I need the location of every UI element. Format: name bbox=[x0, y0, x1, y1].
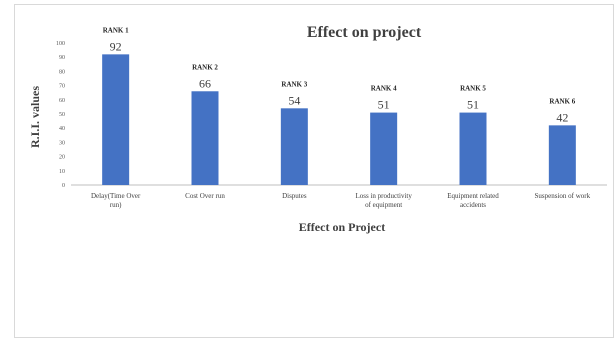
bar bbox=[280, 108, 308, 185]
rank-label: RANK 1 bbox=[103, 26, 129, 34]
rank-label: RANK 3 bbox=[281, 80, 307, 88]
bar-chart: Effect on project R.I.I. values Effect o… bbox=[28, 24, 607, 234]
y-tick-label: 100 bbox=[56, 41, 65, 47]
value-label: 42 bbox=[556, 110, 568, 124]
y-tick-label: 60 bbox=[59, 98, 65, 104]
y-tick-label: 40 bbox=[59, 126, 65, 132]
x-tick-labels: Delay(Time Over run) Cost Over run Disputes… bbox=[91, 192, 591, 209]
bar bbox=[459, 112, 487, 185]
x-axis-title: Effect on Project bbox=[299, 220, 385, 234]
y-tick-label: 70 bbox=[59, 84, 65, 90]
bar bbox=[548, 125, 576, 185]
y-tick-label: 10 bbox=[59, 169, 65, 175]
y-tick-label: 50 bbox=[59, 112, 65, 118]
y-tick-label: 30 bbox=[59, 140, 65, 146]
value-label: 92 bbox=[110, 39, 122, 53]
value-labels: 92 66 54 51 51 42 bbox=[110, 39, 569, 124]
x-tick-label: Suspension of work bbox=[535, 192, 591, 200]
x-tick-label: Disputes bbox=[282, 192, 307, 200]
chart-title: Effect on project bbox=[307, 24, 422, 41]
bar bbox=[370, 112, 398, 185]
rank-label: RANK 2 bbox=[192, 63, 218, 71]
bar bbox=[102, 54, 130, 185]
value-label: 66 bbox=[199, 76, 211, 90]
rank-label: RANK 6 bbox=[549, 97, 575, 105]
value-label: 51 bbox=[467, 98, 479, 112]
y-tick-label: 90 bbox=[59, 55, 65, 61]
rank-label: RANK 4 bbox=[371, 85, 397, 93]
x-tick-label: Equipment related accidents bbox=[447, 192, 499, 209]
y-axis: 0 10 20 30 40 50 60 70 80 90 100 bbox=[56, 41, 607, 189]
value-label: 54 bbox=[288, 93, 300, 107]
bars bbox=[102, 54, 576, 185]
x-tick-label: Cost Over run bbox=[185, 192, 225, 200]
y-tick-label: 0 bbox=[62, 183, 65, 189]
y-tick-label: 80 bbox=[59, 69, 65, 75]
x-tick-label: Loss in productivity of equipment bbox=[355, 192, 412, 209]
rank-label: RANK 5 bbox=[460, 85, 486, 93]
y-tick-label: 20 bbox=[59, 155, 65, 161]
y-axis-title: R.I.I. values bbox=[28, 86, 42, 148]
value-label: 51 bbox=[378, 98, 390, 112]
bar bbox=[191, 91, 219, 185]
chart-frame: Effect on project R.I.I. values Effect o… bbox=[14, 4, 614, 338]
x-tick-label: Delay(Time Over run) bbox=[91, 192, 141, 209]
rank-labels: RANK 1 RANK 2 RANK 3 RANK 4 RANK 5 RANK 6 bbox=[103, 26, 576, 105]
